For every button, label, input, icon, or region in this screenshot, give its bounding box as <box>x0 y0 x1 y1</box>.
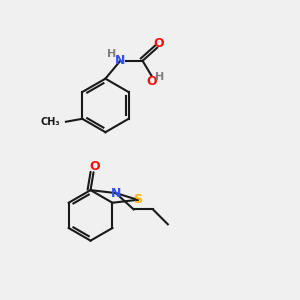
Text: O: O <box>90 160 100 173</box>
Text: H: H <box>155 72 164 82</box>
Text: O: O <box>146 75 157 88</box>
Text: H: H <box>107 49 117 59</box>
Text: N: N <box>115 54 125 67</box>
Text: N: N <box>111 187 121 200</box>
Text: O: O <box>154 38 164 50</box>
Text: CH₃: CH₃ <box>41 117 61 127</box>
Text: S: S <box>133 193 142 206</box>
